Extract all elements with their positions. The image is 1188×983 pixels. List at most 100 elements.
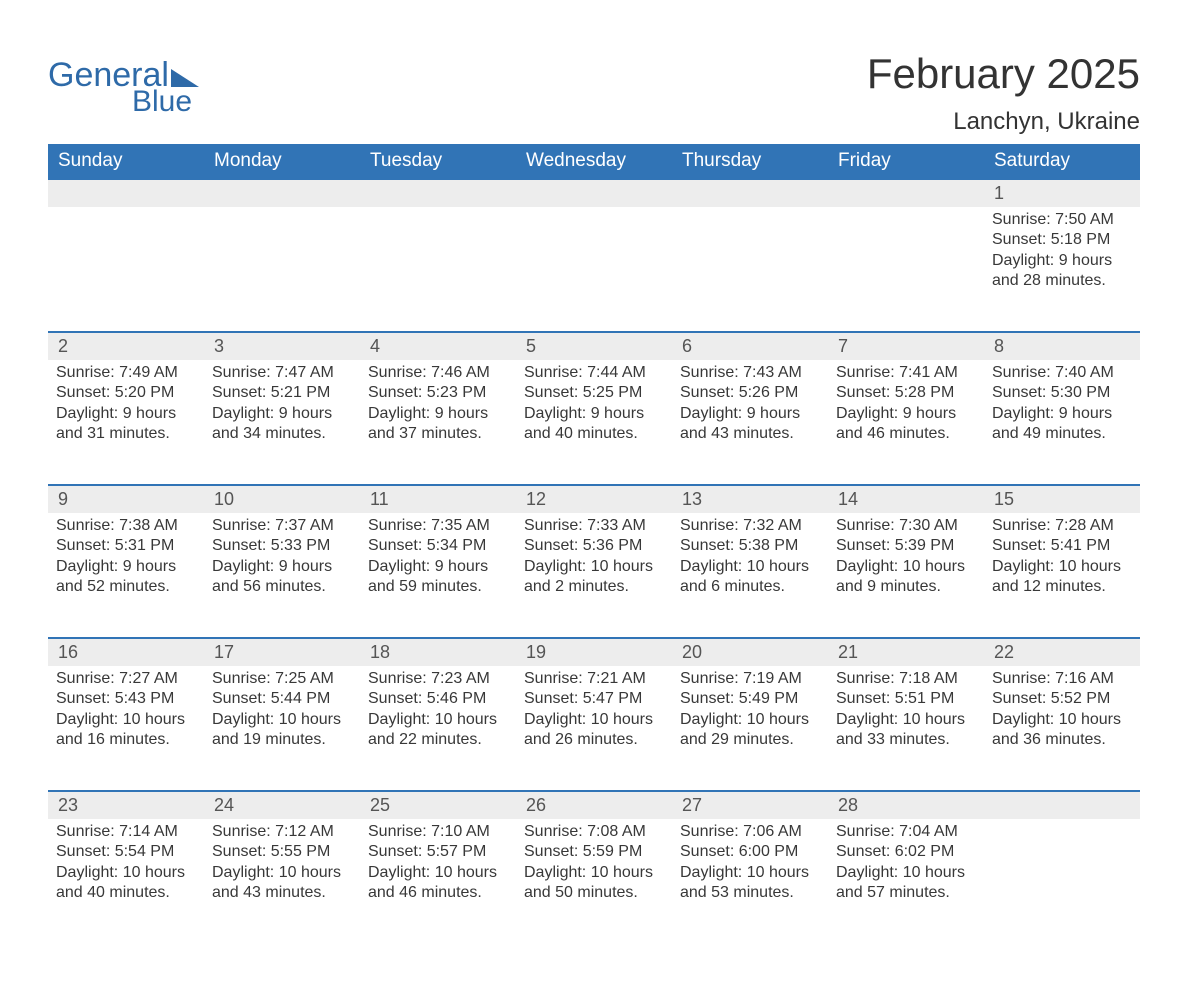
day-text: Sunrise: 7:43 AMSunset: 5:26 PMDaylight:… bbox=[680, 360, 820, 445]
calendar: SundayMondayTuesdayWednesdayThursdayFrid… bbox=[48, 144, 1140, 943]
day-dl2: and 31 minutes. bbox=[56, 424, 196, 444]
day-text: Sunrise: 7:14 AMSunset: 5:54 PMDaylight:… bbox=[56, 819, 196, 904]
day-number: 24 bbox=[204, 792, 360, 819]
day-number: 4 bbox=[360, 333, 516, 360]
week-row: Sunrise: 7:50 AMSunset: 5:18 PMDaylight:… bbox=[48, 207, 1140, 331]
day-sunset: Sunset: 5:25 PM bbox=[524, 383, 664, 403]
weekday-header-cell: Tuesday bbox=[360, 144, 516, 180]
day-sunset: Sunset: 6:02 PM bbox=[836, 842, 976, 862]
day-cell bbox=[360, 207, 516, 331]
day-cell bbox=[516, 207, 672, 331]
day-dl1: Daylight: 10 hours bbox=[836, 557, 976, 577]
page-header: General Blue February 2025 Lanchyn, Ukra… bbox=[48, 50, 1140, 136]
day-text: Sunrise: 7:23 AMSunset: 5:46 PMDaylight:… bbox=[368, 666, 508, 751]
logo-sail-icon bbox=[171, 69, 199, 87]
day-sunrise: Sunrise: 7:16 AM bbox=[992, 669, 1132, 689]
day-sunrise: Sunrise: 7:04 AM bbox=[836, 822, 976, 842]
day-sunrise: Sunrise: 7:44 AM bbox=[524, 363, 664, 383]
day-dl2: and 46 minutes. bbox=[836, 424, 976, 444]
day-number: 19 bbox=[516, 639, 672, 666]
day-dl1: Daylight: 9 hours bbox=[368, 404, 508, 424]
weekday-header-cell: Sunday bbox=[48, 144, 204, 180]
day-sunset: Sunset: 5:49 PM bbox=[680, 689, 820, 709]
day-dl1: Daylight: 10 hours bbox=[836, 863, 976, 883]
day-text: Sunrise: 7:46 AMSunset: 5:23 PMDaylight:… bbox=[368, 360, 508, 445]
weekday-header-cell: Friday bbox=[828, 144, 984, 180]
day-dl1: Daylight: 10 hours bbox=[368, 863, 508, 883]
day-sunrise: Sunrise: 7:32 AM bbox=[680, 516, 820, 536]
day-sunrise: Sunrise: 7:23 AM bbox=[368, 669, 508, 689]
day-dl1: Daylight: 10 hours bbox=[680, 557, 820, 577]
day-cell: Sunrise: 7:44 AMSunset: 5:25 PMDaylight:… bbox=[516, 360, 672, 484]
day-dl1: Daylight: 10 hours bbox=[992, 557, 1132, 577]
day-number: 13 bbox=[672, 486, 828, 513]
day-number bbox=[360, 180, 516, 207]
day-sunset: Sunset: 5:36 PM bbox=[524, 536, 664, 556]
week-row: Sunrise: 7:49 AMSunset: 5:20 PMDaylight:… bbox=[48, 360, 1140, 484]
weekday-header-cell: Saturday bbox=[984, 144, 1140, 180]
day-cell: Sunrise: 7:37 AMSunset: 5:33 PMDaylight:… bbox=[204, 513, 360, 637]
day-dl2: and 53 minutes. bbox=[680, 883, 820, 903]
day-sunset: Sunset: 5:59 PM bbox=[524, 842, 664, 862]
day-dl2: and 26 minutes. bbox=[524, 730, 664, 750]
day-dl2: and 43 minutes. bbox=[212, 883, 352, 903]
day-dl1: Daylight: 10 hours bbox=[836, 710, 976, 730]
day-dl2: and 19 minutes. bbox=[212, 730, 352, 750]
day-dl1: Daylight: 10 hours bbox=[524, 863, 664, 883]
day-cell bbox=[828, 207, 984, 331]
day-number: 25 bbox=[360, 792, 516, 819]
day-sunset: Sunset: 5:54 PM bbox=[56, 842, 196, 862]
week-row: Sunrise: 7:27 AMSunset: 5:43 PMDaylight:… bbox=[48, 666, 1140, 790]
title-block: February 2025 Lanchyn, Ukraine bbox=[867, 50, 1140, 136]
day-sunset: Sunset: 5:21 PM bbox=[212, 383, 352, 403]
day-sunrise: Sunrise: 7:28 AM bbox=[992, 516, 1132, 536]
day-dl1: Daylight: 10 hours bbox=[680, 710, 820, 730]
day-number: 2 bbox=[48, 333, 204, 360]
calendar-page: General Blue February 2025 Lanchyn, Ukra… bbox=[0, 0, 1188, 983]
day-dl1: Daylight: 10 hours bbox=[368, 710, 508, 730]
day-sunrise: Sunrise: 7:50 AM bbox=[992, 210, 1132, 230]
day-cell: Sunrise: 7:50 AMSunset: 5:18 PMDaylight:… bbox=[984, 207, 1140, 331]
day-sunrise: Sunrise: 7:14 AM bbox=[56, 822, 196, 842]
day-text: Sunrise: 7:44 AMSunset: 5:25 PMDaylight:… bbox=[524, 360, 664, 445]
weekday-header-row: SundayMondayTuesdayWednesdayThursdayFrid… bbox=[48, 144, 1140, 180]
day-sunset: Sunset: 5:30 PM bbox=[992, 383, 1132, 403]
day-sunrise: Sunrise: 7:41 AM bbox=[836, 363, 976, 383]
day-cell: Sunrise: 7:32 AMSunset: 5:38 PMDaylight:… bbox=[672, 513, 828, 637]
day-number: 23 bbox=[48, 792, 204, 819]
day-number: 11 bbox=[360, 486, 516, 513]
day-cell: Sunrise: 7:41 AMSunset: 5:28 PMDaylight:… bbox=[828, 360, 984, 484]
day-text: Sunrise: 7:50 AMSunset: 5:18 PMDaylight:… bbox=[992, 207, 1132, 292]
day-cell: Sunrise: 7:23 AMSunset: 5:46 PMDaylight:… bbox=[360, 666, 516, 790]
day-dl1: Daylight: 9 hours bbox=[524, 404, 664, 424]
day-text: Sunrise: 7:04 AMSunset: 6:02 PMDaylight:… bbox=[836, 819, 976, 904]
day-dl1: Daylight: 9 hours bbox=[992, 251, 1132, 271]
day-dl2: and 46 minutes. bbox=[368, 883, 508, 903]
day-dl2: and 40 minutes. bbox=[56, 883, 196, 903]
day-dl1: Daylight: 10 hours bbox=[524, 710, 664, 730]
day-dl1: Daylight: 10 hours bbox=[680, 863, 820, 883]
day-number: 27 bbox=[672, 792, 828, 819]
day-sunset: Sunset: 5:46 PM bbox=[368, 689, 508, 709]
day-text: Sunrise: 7:25 AMSunset: 5:44 PMDaylight:… bbox=[212, 666, 352, 751]
day-number: 14 bbox=[828, 486, 984, 513]
day-cell: Sunrise: 7:25 AMSunset: 5:44 PMDaylight:… bbox=[204, 666, 360, 790]
location-label: Lanchyn, Ukraine bbox=[867, 108, 1140, 136]
daynum-band: 232425262728 bbox=[48, 790, 1140, 819]
day-sunset: Sunset: 5:26 PM bbox=[680, 383, 820, 403]
day-dl1: Daylight: 10 hours bbox=[56, 863, 196, 883]
day-dl1: Daylight: 10 hours bbox=[212, 863, 352, 883]
day-text: Sunrise: 7:08 AMSunset: 5:59 PMDaylight:… bbox=[524, 819, 664, 904]
day-cell bbox=[984, 819, 1140, 943]
day-text: Sunrise: 7:28 AMSunset: 5:41 PMDaylight:… bbox=[992, 513, 1132, 598]
day-sunset: Sunset: 5:39 PM bbox=[836, 536, 976, 556]
day-dl1: Daylight: 9 hours bbox=[680, 404, 820, 424]
day-text: Sunrise: 7:32 AMSunset: 5:38 PMDaylight:… bbox=[680, 513, 820, 598]
weeks-container: 1Sunrise: 7:50 AMSunset: 5:18 PMDaylight… bbox=[48, 180, 1140, 943]
day-dl2: and 43 minutes. bbox=[680, 424, 820, 444]
day-number: 9 bbox=[48, 486, 204, 513]
day-dl1: Daylight: 9 hours bbox=[212, 557, 352, 577]
day-cell: Sunrise: 7:40 AMSunset: 5:30 PMDaylight:… bbox=[984, 360, 1140, 484]
day-sunset: Sunset: 5:18 PM bbox=[992, 230, 1132, 250]
day-text: Sunrise: 7:16 AMSunset: 5:52 PMDaylight:… bbox=[992, 666, 1132, 751]
